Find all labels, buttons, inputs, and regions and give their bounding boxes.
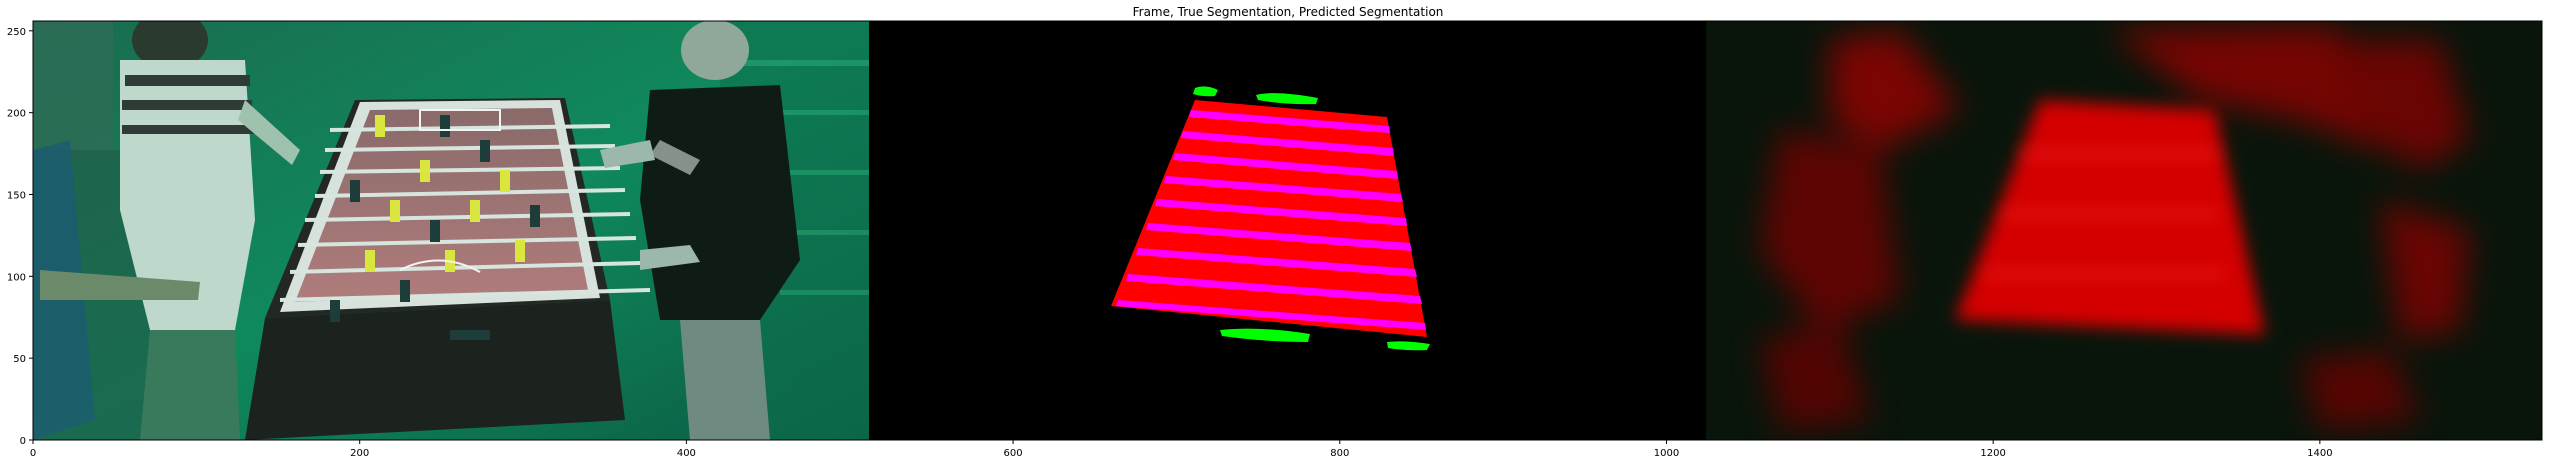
y-tick-label: 250 xyxy=(7,27,26,38)
person-right xyxy=(600,21,800,440)
foosball-table xyxy=(245,98,651,440)
person-left xyxy=(120,21,300,440)
x-tick-label: 1400 xyxy=(2307,448,2332,459)
y-tick-label: 0 xyxy=(20,436,26,447)
predicted-segmentation-panel xyxy=(1706,21,2542,440)
x-tick-label: 800 xyxy=(1330,448,1349,459)
x-tick-label: 400 xyxy=(677,448,696,459)
figure-title: Frame, True Segmentation, Predicted Segm… xyxy=(1133,5,1444,19)
true-segmentation-panel xyxy=(869,21,1706,440)
x-tick-label: 0 xyxy=(30,448,36,459)
frame-panel xyxy=(33,21,869,440)
y-tick-label: 100 xyxy=(7,272,26,283)
y-tick-label: 150 xyxy=(7,190,26,201)
rod-stripes xyxy=(1116,110,1426,330)
y-tick-label: 50 xyxy=(13,354,26,365)
hand-masks xyxy=(1193,86,1430,351)
x-tick-label: 1000 xyxy=(1654,448,1679,459)
x-tick-label: 600 xyxy=(1004,448,1023,459)
x-axis-ticks: 0 200 400 600 800 1000 1200 1400 xyxy=(30,440,2333,459)
y-tick-label: 200 xyxy=(7,109,26,120)
axes-frame xyxy=(32,20,2543,441)
x-tick-label: 200 xyxy=(350,448,369,459)
y-axis-ticks: 0 50 100 150 200 250 xyxy=(7,27,33,447)
x-tick-label: 1200 xyxy=(1980,448,2005,459)
